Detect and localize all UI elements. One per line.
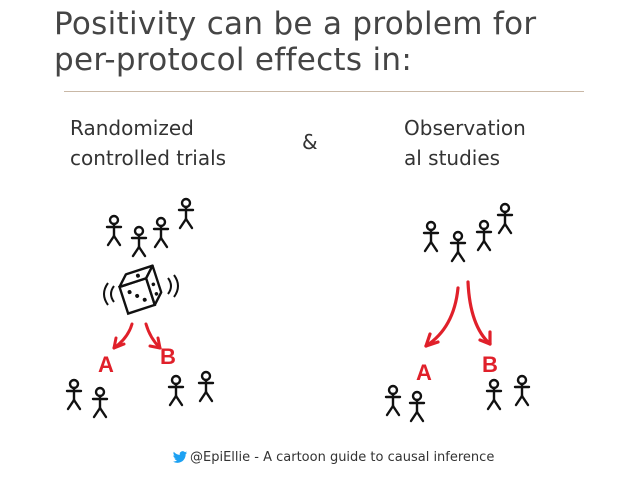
observational-label: Observation al studies <box>404 116 526 170</box>
rct-group-a: A <box>98 352 114 377</box>
observational-group-a: A <box>416 360 432 385</box>
observational-arrows <box>424 280 492 348</box>
rct-arrows <box>112 322 162 350</box>
slide-footer: @EpiEllie - A cartoon guide to causal in… <box>172 450 494 465</box>
rct-group-b: B <box>160 344 176 369</box>
rct-outcome-people <box>65 370 215 419</box>
rct-label: Randomized controlled trials <box>70 116 227 170</box>
rct-crowd <box>105 197 195 258</box>
observational-crowd <box>422 202 514 263</box>
footer-text: @EpiEllie - A cartoon guide to causal in… <box>190 450 495 465</box>
title-line-1: Positivity can be a problem for <box>54 6 537 42</box>
twitter-bird-icon <box>172 451 188 463</box>
slide-title: Positivity can be a problem for per-prot… <box>54 6 614 78</box>
ampersand: & <box>302 130 318 154</box>
shake-mark <box>167 277 172 295</box>
shake-mark <box>110 285 115 303</box>
title-divider <box>64 91 584 92</box>
observational-group-b: B <box>482 352 498 377</box>
title-line-2: per-protocol effects in: <box>54 42 413 78</box>
dice-icon <box>117 264 163 316</box>
observational-outcome-people <box>384 374 531 423</box>
shake-mark <box>103 282 109 306</box>
shake-mark <box>173 274 179 298</box>
